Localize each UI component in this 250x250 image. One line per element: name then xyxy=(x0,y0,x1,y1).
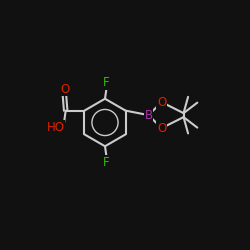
Text: F: F xyxy=(103,156,110,169)
Text: F: F xyxy=(103,76,110,89)
Text: O: O xyxy=(157,122,166,134)
Text: O: O xyxy=(157,96,166,108)
Text: HO: HO xyxy=(47,121,65,134)
Text: B: B xyxy=(144,108,153,122)
Text: O: O xyxy=(60,83,70,96)
